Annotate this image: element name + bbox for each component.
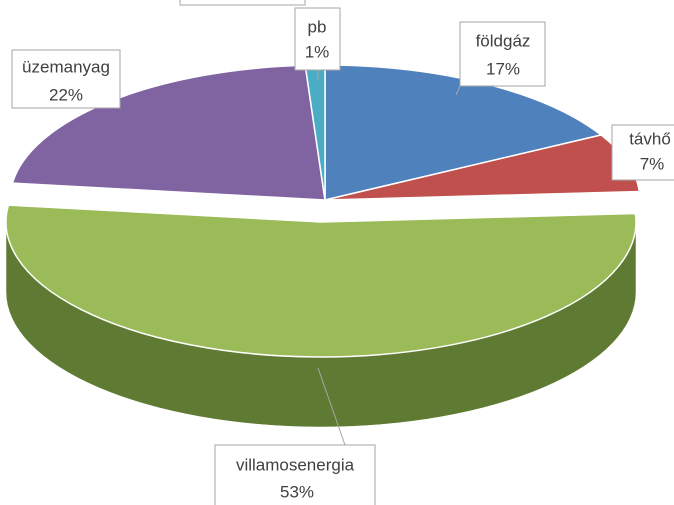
category-label: távhő xyxy=(629,129,671,148)
category-label: földgáz xyxy=(476,31,531,50)
label-box xyxy=(214,444,376,505)
value-label: 7% xyxy=(640,154,665,173)
label-box xyxy=(294,7,341,71)
value-label: 1% xyxy=(305,42,330,61)
label-box xyxy=(611,124,674,181)
category-label: pb xyxy=(308,17,327,36)
label-box xyxy=(179,0,306,6)
label-box xyxy=(11,49,121,109)
category-label: üzemanyag xyxy=(22,57,110,76)
value-label: 53% xyxy=(280,482,314,501)
slice xyxy=(5,204,637,358)
value-label: 17% xyxy=(486,59,520,78)
label-box xyxy=(459,21,546,87)
value-label: 22% xyxy=(49,85,83,104)
category-label: villamosenergia xyxy=(236,455,355,474)
leader-line xyxy=(317,367,346,446)
